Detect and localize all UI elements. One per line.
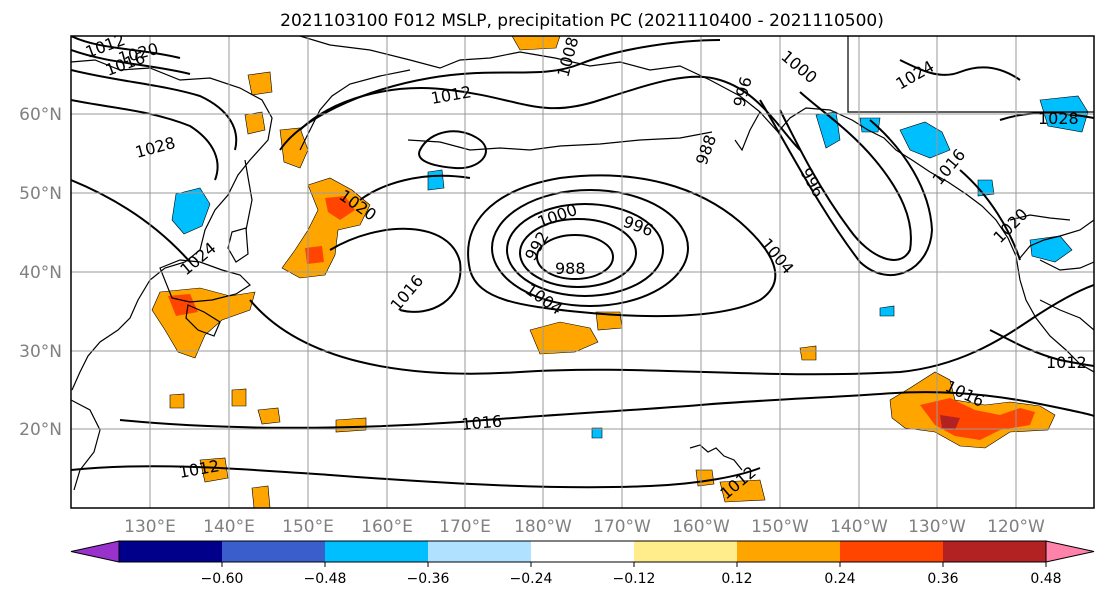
isobar-996-east xyxy=(779,91,912,261)
colorbar-extend-high xyxy=(1045,540,1095,563)
colorbar-swatch xyxy=(119,541,223,562)
graticule xyxy=(71,36,1094,508)
lon-tick-label: 170°E xyxy=(439,517,491,537)
lon-tick-label: 150°W xyxy=(751,517,809,537)
lon-tick-label: 120°W xyxy=(987,517,1045,537)
colorbar-outline xyxy=(118,540,1047,563)
isobar-1024-ring xyxy=(329,227,462,313)
colorbar-swatch xyxy=(943,541,1047,562)
isobar-1020 xyxy=(249,284,1094,376)
colorbar-tick-label: 0.36 xyxy=(927,571,958,587)
isobar-1028-ne xyxy=(999,112,1094,121)
lon-tick-label: 150°E xyxy=(282,517,334,537)
colorbar-swatch xyxy=(428,541,532,562)
colorbar-tick-label: −0.36 xyxy=(407,571,450,587)
isobar-1008 xyxy=(299,75,801,151)
lon-tick-label: 130°E xyxy=(124,517,176,537)
lon-tick-label: 130°W xyxy=(908,517,966,537)
isobar-1004 xyxy=(467,174,777,318)
colorbar-extend-low xyxy=(70,540,120,563)
colorbar: −0.60 −0.48 −0.36 −0.24 −0.12 0.12 0.24 0.36 0.4… xyxy=(70,540,1095,587)
lon-tick-label: 140°E xyxy=(203,517,255,537)
colorbar-swatch xyxy=(737,541,841,562)
lon-tick-label: 140°W xyxy=(830,517,888,537)
colorbar-swatch xyxy=(531,541,635,562)
lon-tick-label: 170°W xyxy=(593,517,651,537)
map-panel: 1012 1016 1020 1028 1024 1012 1008 1000 … xyxy=(70,35,1095,509)
isobar-1020-seg xyxy=(359,174,471,201)
lon-tick-label: 160°E xyxy=(361,517,413,537)
lat-axis: 60°N 50°N 40°N 30°N 20°N xyxy=(19,105,62,440)
isobars xyxy=(71,36,1094,489)
lon-tick-label: 160°W xyxy=(672,517,730,537)
colorbar-swatch xyxy=(634,541,738,562)
isobar-1012-south xyxy=(71,465,761,489)
isobar-1020-ne xyxy=(899,59,1021,81)
isobar-label: 1012 xyxy=(1046,353,1087,372)
isobar-1012-north xyxy=(279,39,721,151)
lat-tick-label: 30°N xyxy=(19,342,62,362)
isobar-label: 988 xyxy=(555,259,586,278)
colorbar-tick-label: 0.24 xyxy=(824,571,855,587)
colorbar-swatch xyxy=(840,541,944,562)
isobar-label: 1016 xyxy=(461,412,503,434)
lat-tick-label: 20°N xyxy=(19,420,62,440)
colorbar-tick-label: −0.24 xyxy=(510,571,553,587)
lat-tick-label: 40°N xyxy=(19,263,62,283)
isobar-1024-nw xyxy=(71,179,191,263)
map-frame xyxy=(70,35,1095,509)
isobar-1000-east xyxy=(759,99,934,277)
lon-tick-label: 180°W xyxy=(514,517,572,537)
colorbar-swatch xyxy=(325,541,429,562)
isobar-992 xyxy=(519,218,637,288)
colorbar-tick-label: 0.12 xyxy=(721,571,752,587)
isobar-1028-nw xyxy=(71,99,219,181)
isobar-1012-nw xyxy=(71,36,181,59)
isobar-988 xyxy=(536,234,614,280)
lat-tick-label: 50°N xyxy=(19,184,62,204)
isobar-1000 xyxy=(491,189,689,307)
isobar-996 xyxy=(506,203,664,297)
isobar-1016 xyxy=(119,391,1094,429)
colorbar-tick-label: −0.48 xyxy=(304,571,347,587)
colorbar-tick-label: −0.12 xyxy=(613,571,656,587)
figure-title: 2021103100 F012 MSLP, precipitation PC (… xyxy=(280,11,884,31)
colorbar-swatch xyxy=(222,541,326,562)
isobar-label: 1028 xyxy=(1038,109,1079,128)
lat-tick-label: 60°N xyxy=(19,105,62,125)
isobar-1012-east xyxy=(989,329,1094,367)
isobar-1020-nw xyxy=(71,69,238,151)
colorbar-tick-label: 0.48 xyxy=(1030,571,1061,587)
lon-axis: 130°E 140°E 150°E 160°E 170°E 180°W 170°… xyxy=(124,517,1045,537)
colorbar-tick-label: −0.60 xyxy=(201,571,244,587)
isobar-1016-nw xyxy=(71,49,191,75)
isobar-1008-low xyxy=(418,130,487,170)
